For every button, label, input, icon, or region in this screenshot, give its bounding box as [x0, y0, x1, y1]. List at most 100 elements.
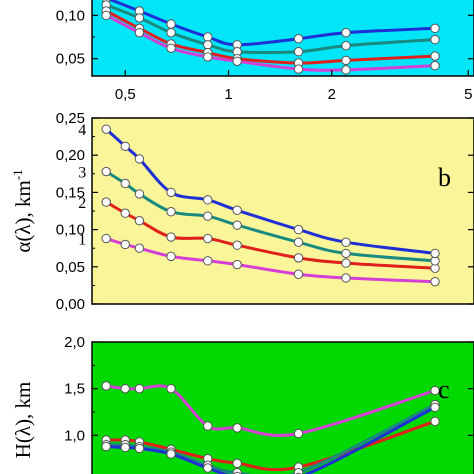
data-point [341, 65, 351, 75]
y-tick-label: 0,20 [56, 147, 85, 164]
data-point [120, 442, 130, 453]
data-point [166, 449, 176, 459]
y-tick-label: 0,25 [56, 110, 85, 127]
data-point [120, 208, 130, 218]
data-point [430, 416, 440, 427]
data-point [203, 233, 213, 244]
data-point [166, 232, 176, 242]
data-point [120, 239, 130, 250]
data-point [232, 240, 242, 250]
y-tick-label: 2,0 [64, 334, 85, 351]
data-point [430, 23, 440, 34]
series-number-label: 3 [78, 165, 86, 182]
data-point [166, 383, 176, 394]
data-point [203, 421, 213, 431]
y-tick-label: 0,05 [56, 51, 85, 68]
panel-c-y-axis-label: H(λ), km [11, 382, 35, 459]
data-point [120, 178, 130, 189]
data-point [101, 166, 111, 177]
data-point [134, 243, 145, 253]
data-point [341, 258, 351, 268]
panel-b-y-axis-label: α(λ), km-1 [10, 169, 35, 252]
data-point [232, 220, 242, 230]
series-number-label: 2 [78, 195, 86, 212]
series-number-label: 1 [78, 232, 86, 249]
panel-c-tag: c [438, 375, 450, 404]
data-point [430, 51, 440, 61]
data-point [232, 259, 242, 270]
x-tick-label: 1 [224, 86, 232, 103]
series-number-label: 4 [78, 122, 86, 139]
data-point [134, 189, 145, 199]
data-point [232, 205, 242, 215]
data-point [341, 55, 351, 66]
x-tick-label: 5 [464, 86, 472, 103]
data-point [341, 40, 351, 51]
data-point [166, 251, 176, 262]
x-tick-label: 0,5 [115, 86, 136, 103]
data-point [166, 207, 176, 217]
panel-c: 1,0 1,5 2,0 c H(λ), km [11, 334, 474, 474]
panel-b: 0,00 0,05 0,10 0,15 0,20 0,25 b 1 2 3 4 α(λ), km… [10, 110, 474, 313]
panel-a: 0,5 1 2 5 0,05 0,10 [56, 0, 474, 103]
data-point [203, 32, 213, 42]
y-tick-label: 0,05 [56, 259, 85, 276]
data-point [293, 269, 304, 279]
y-tick-label: 1,5 [64, 381, 85, 398]
data-point [232, 423, 242, 433]
data-point [293, 224, 304, 235]
data-point [134, 443, 145, 454]
data-point [341, 248, 351, 259]
panel-b-tag: b [438, 163, 451, 192]
data-point [293, 253, 304, 263]
data-point [341, 27, 351, 38]
data-point [203, 40, 213, 50]
data-point [120, 141, 130, 151]
data-point [430, 248, 440, 259]
y-tick-label: 0,15 [56, 184, 85, 201]
data-point [430, 385, 440, 396]
data-point [293, 64, 304, 74]
data-point [203, 52, 213, 62]
data-point [134, 27, 145, 38]
data-point [134, 13, 145, 23]
data-point [203, 211, 213, 221]
data-point [134, 215, 145, 226]
data-point [166, 43, 176, 53]
data-point [101, 233, 111, 244]
data-point [166, 187, 176, 198]
panel-b-plot-area [91, 117, 474, 305]
data-point [293, 237, 304, 247]
data-point [341, 273, 351, 283]
x-tick-label: 2 [328, 86, 336, 103]
data-point [430, 276, 440, 287]
data-point [293, 47, 304, 57]
data-point [101, 441, 111, 452]
data-point [293, 428, 304, 439]
data-point [232, 56, 242, 66]
data-point [430, 34, 440, 45]
panel-c-plot-area [91, 341, 474, 474]
data-point [293, 34, 304, 44]
data-point [341, 237, 351, 247]
data-point [166, 19, 176, 29]
y-tick-label: 1,0 [64, 427, 85, 444]
data-point [134, 154, 145, 164]
data-point [203, 256, 213, 266]
y-tick-label: 0,10 [56, 7, 85, 24]
data-point [101, 197, 111, 207]
y-tick-label: 0,00 [56, 296, 85, 313]
data-point [120, 383, 130, 394]
data-point [232, 458, 242, 469]
data-point [203, 195, 213, 205]
data-point [166, 27, 176, 38]
data-point [293, 467, 304, 474]
data-point [101, 10, 111, 21]
data-point [203, 463, 213, 473]
y-tick-label: 0,10 [56, 222, 85, 239]
data-point [430, 402, 440, 413]
data-point [134, 383, 145, 394]
data-point [101, 381, 111, 391]
data-point [101, 124, 111, 134]
